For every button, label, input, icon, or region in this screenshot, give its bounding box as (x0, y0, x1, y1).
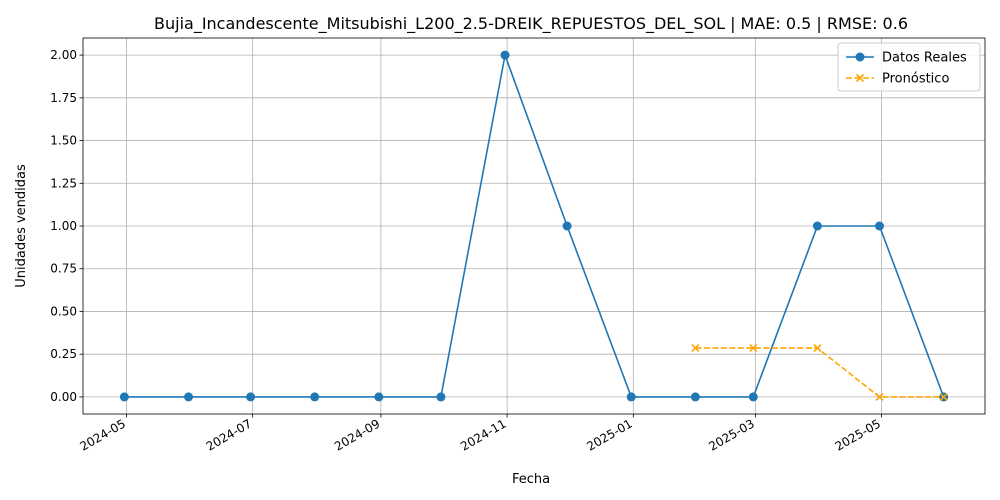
chart-title: Bujia_Incandescente_Mitsubishi_L200_2.5-… (154, 14, 908, 34)
series-0-point (310, 392, 320, 402)
y-tick-label: 0.75 (50, 262, 77, 276)
y-axis-label: Unidades vendidas (14, 164, 29, 288)
legend-label-0: Datos Reales (882, 51, 967, 66)
series-1-point (749, 344, 758, 353)
legend-label-1: Pronóstico (882, 72, 949, 87)
series-0-point (690, 392, 700, 402)
series-0-point (812, 221, 822, 231)
series-0-point (500, 50, 510, 60)
y-tick-label: 0.25 (50, 347, 77, 361)
series-line-0 (124, 52, 945, 398)
series-1-point (939, 392, 948, 401)
y-tick-label: 1.75 (50, 91, 77, 105)
y-tick-label: 0.50 (50, 304, 77, 318)
legend-box (837, 42, 981, 92)
y-tick-label: 1.25 (50, 176, 77, 190)
series-1-point (875, 392, 884, 401)
series-1-point (691, 344, 700, 353)
series-0-point (748, 392, 758, 402)
y-tick-label: 2.00 (50, 48, 77, 62)
series-1-point (813, 344, 822, 353)
series-0-point (562, 221, 572, 231)
series-0-point (874, 221, 884, 231)
series-0-point (184, 392, 194, 402)
series-0-point (246, 392, 256, 402)
series-layer (119, 50, 949, 402)
legend-marker-0 (855, 52, 865, 62)
y-tick-label: 1.00 (50, 219, 77, 233)
grid-layer (83, 38, 985, 414)
legend-marker-1 (855, 73, 865, 83)
y-tick-label: 1.50 (50, 134, 77, 148)
series-0-point (626, 392, 636, 402)
series-0-point (436, 392, 446, 402)
legend: Datos Reales Pronóstico (837, 42, 981, 92)
y-tick-label: 0.00 (50, 390, 77, 404)
series-0-point (119, 392, 129, 402)
x-axis-label: Fecha (512, 472, 550, 487)
series-0-point (374, 392, 384, 402)
